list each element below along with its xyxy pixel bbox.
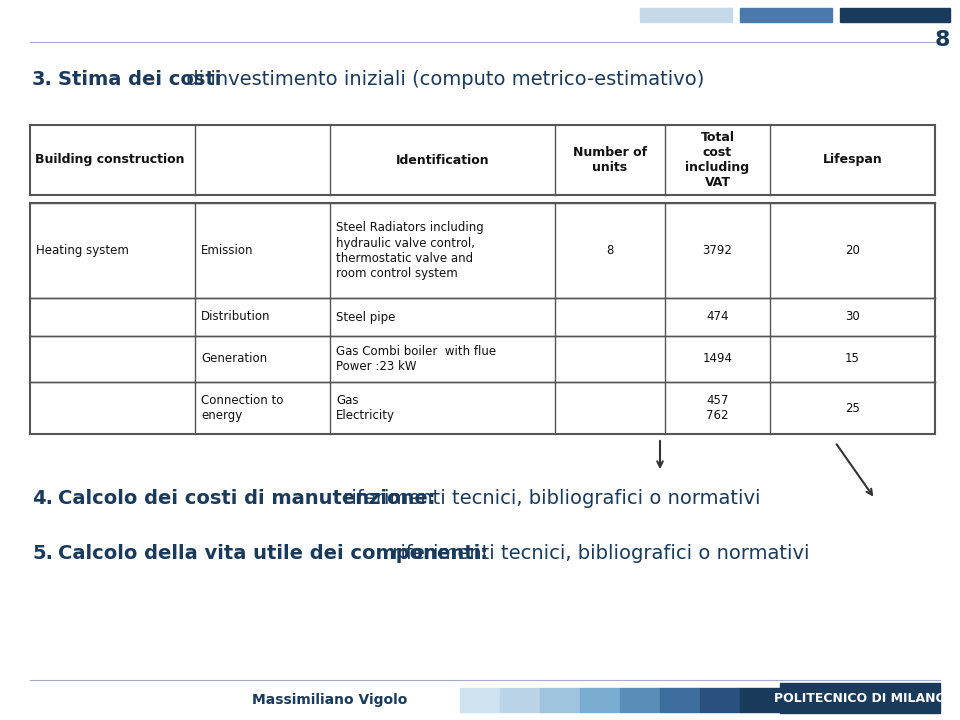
Text: Generation: Generation xyxy=(201,353,267,366)
Text: Building construction: Building construction xyxy=(35,153,184,166)
Text: Stima dei costi: Stima dei costi xyxy=(58,70,222,89)
Text: Lifespan: Lifespan xyxy=(823,153,882,166)
Bar xyxy=(540,688,580,712)
Text: POLITECNICO DI MILANO: POLITECNICO DI MILANO xyxy=(774,691,946,704)
Text: Identification: Identification xyxy=(396,153,490,166)
Bar xyxy=(740,8,832,22)
Bar xyxy=(460,688,500,712)
Text: 457
762: 457 762 xyxy=(707,394,729,422)
Text: Distribution: Distribution xyxy=(201,310,271,323)
Text: 3792: 3792 xyxy=(703,244,732,257)
Text: 20: 20 xyxy=(845,244,860,257)
Text: 8: 8 xyxy=(934,30,950,50)
Text: Total
cost
including
VAT: Total cost including VAT xyxy=(685,131,750,189)
Text: Steel pipe: Steel pipe xyxy=(336,310,396,323)
Text: Heating system: Heating system xyxy=(36,244,129,257)
Text: di investimento iniziali (computo metrico-estimativo): di investimento iniziali (computo metric… xyxy=(180,70,704,89)
Text: 30: 30 xyxy=(845,310,860,323)
Text: 25: 25 xyxy=(845,402,860,415)
Text: 3.: 3. xyxy=(32,70,53,89)
Text: Number of
units: Number of units xyxy=(573,146,647,174)
Text: riferimenti tecnici, bibliografici o normativi: riferimenti tecnici, bibliografici o nor… xyxy=(386,544,809,563)
Text: 5.: 5. xyxy=(32,544,53,563)
Text: Connection to
energy: Connection to energy xyxy=(201,394,283,422)
Bar xyxy=(580,688,620,712)
Text: Gas Combi boiler  with flue
Power :23 kW: Gas Combi boiler with flue Power :23 kW xyxy=(336,345,496,373)
Bar xyxy=(500,688,540,712)
Text: Calcolo dei costi di manutenzione:: Calcolo dei costi di manutenzione: xyxy=(58,489,436,508)
Text: 15: 15 xyxy=(845,353,860,366)
Text: 4.: 4. xyxy=(32,489,53,508)
Text: 8: 8 xyxy=(607,244,613,257)
Text: 474: 474 xyxy=(707,310,729,323)
Text: Calcolo della vita utile dei componenti:: Calcolo della vita utile dei componenti: xyxy=(58,544,488,563)
Bar xyxy=(840,8,950,22)
Text: Steel Radiators including
hydraulic valve control,
thermostatic valve and
room c: Steel Radiators including hydraulic valv… xyxy=(336,222,484,279)
Text: Massimiliano Vigolo: Massimiliano Vigolo xyxy=(252,693,408,707)
Text: Gas
Electricity: Gas Electricity xyxy=(336,394,395,422)
Bar xyxy=(740,688,780,712)
Bar xyxy=(780,683,940,713)
Bar xyxy=(640,8,732,22)
Text: 1494: 1494 xyxy=(703,353,732,366)
Bar xyxy=(620,688,660,712)
Text: Emission: Emission xyxy=(201,244,253,257)
Bar xyxy=(700,688,740,712)
Bar xyxy=(660,688,700,712)
Text: riferimenti tecnici, bibliografici o normativi: riferimenti tecnici, bibliografici o nor… xyxy=(337,489,760,508)
